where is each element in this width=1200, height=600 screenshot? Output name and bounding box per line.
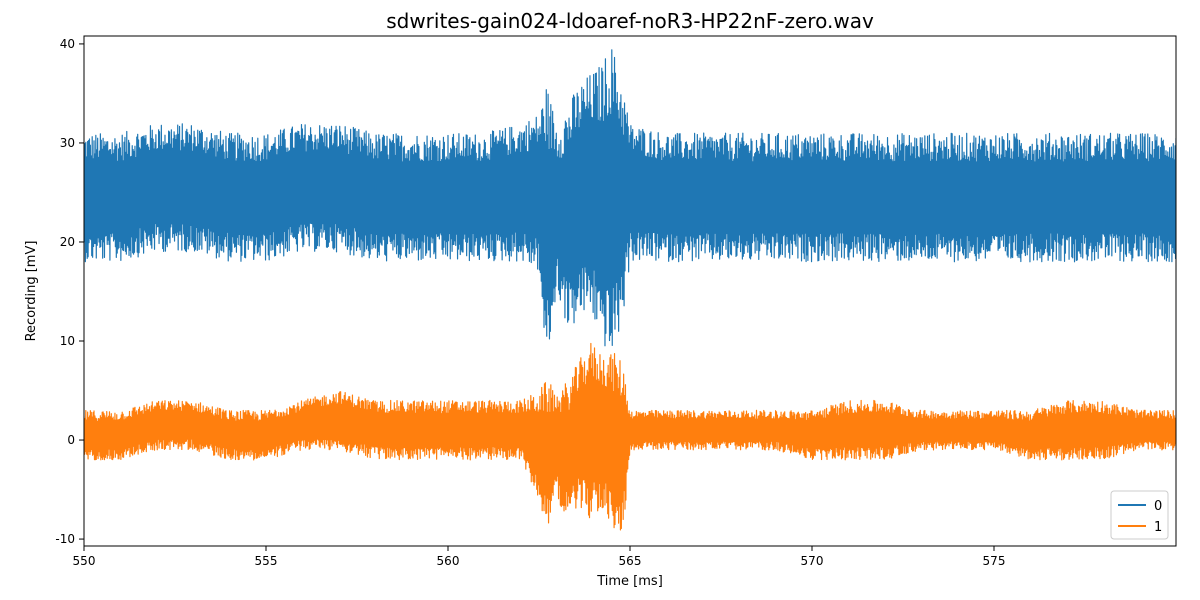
series-line-0 [84,49,1176,347]
plot-frame [83,35,1177,547]
chart-title: sdwrites-gain024-ldoaref-noR3-HP22nF-zer… [386,9,874,33]
y-tick-label: -10 [55,532,75,546]
legend: 0 1 [1110,490,1169,540]
plot-area [83,35,1177,547]
x-tick-label: 575 [983,554,1006,568]
y-axis-label: Recording [mV] [24,241,39,342]
y-tick-label: 0 [67,433,75,447]
legend-label-0: 0 [1154,499,1162,514]
series-line-1 [84,342,1176,531]
x-axis: 550 555 560 565 570 575 [73,546,1006,568]
y-tick-label: 40 [60,37,75,51]
series-layer [84,49,1176,531]
x-axis-label: Time [ms] [596,574,663,589]
x-tick-label: 565 [619,554,642,568]
x-tick-label: 555 [255,554,278,568]
y-tick-label: 20 [60,235,75,249]
y-tick-label: 10 [60,334,75,348]
x-tick-label: 570 [801,554,824,568]
legend-label-1: 1 [1154,520,1162,535]
x-tick-label: 560 [437,554,460,568]
y-axis: -10 0 10 20 30 40 [55,37,84,546]
y-tick-label: 30 [60,136,75,150]
x-tick-label: 550 [73,554,96,568]
